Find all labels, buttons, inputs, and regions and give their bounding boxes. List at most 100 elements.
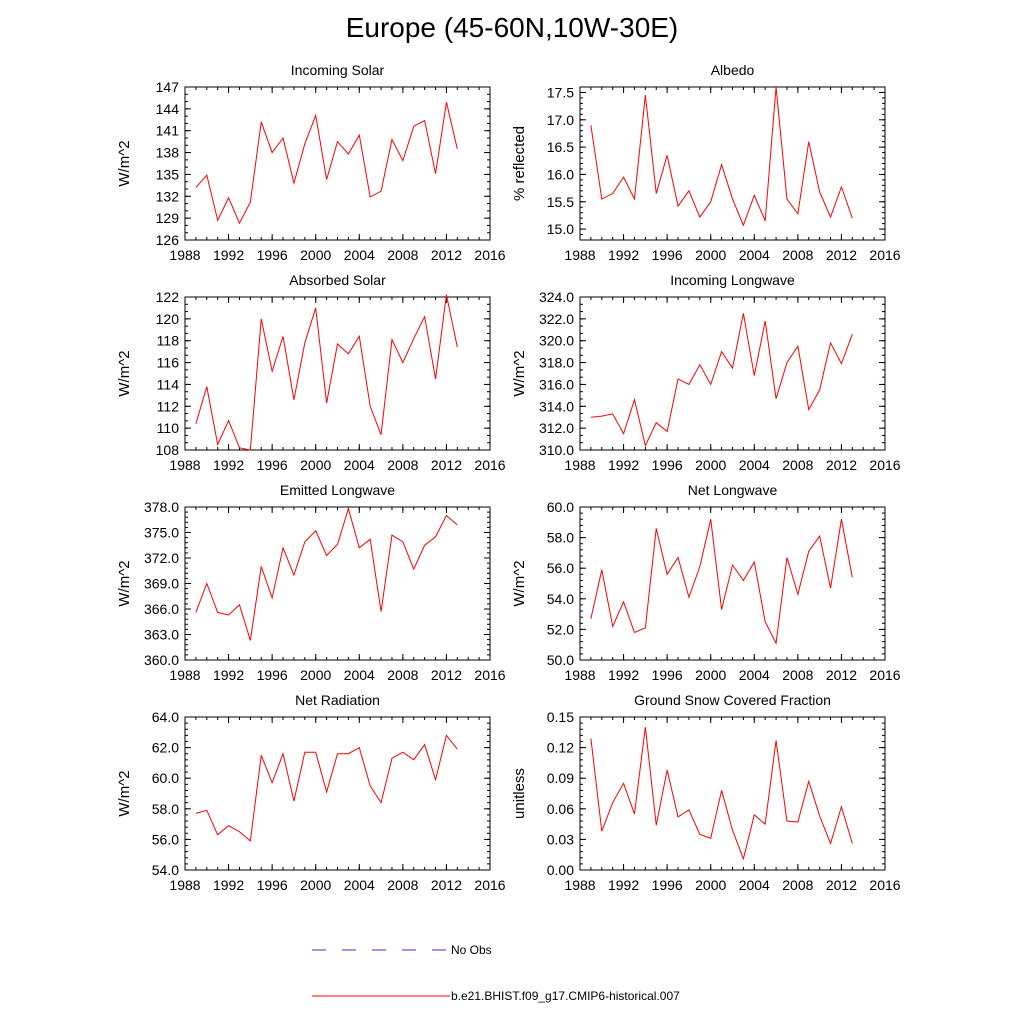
net-radiation-x-tick-label: 1996 bbox=[257, 877, 288, 893]
net-radiation-x-tick-label: 2012 bbox=[431, 877, 462, 893]
net-longwave-y-tick-label: 60.0 bbox=[547, 499, 574, 515]
albedo-y-tick-label: 16.5 bbox=[547, 139, 574, 155]
incoming-solar-x-tick-label: 2008 bbox=[387, 247, 418, 263]
albedo-title: Albedo bbox=[711, 62, 755, 78]
absorbed-solar-x-tick-label: 1996 bbox=[257, 457, 288, 473]
absorbed-solar-y-tick-label: 116 bbox=[157, 355, 180, 371]
net-longwave-y-tick-label: 58.0 bbox=[547, 530, 574, 546]
incoming-solar-y-tick-label: 132 bbox=[156, 188, 180, 204]
incoming-solar-y-tick-label: 147 bbox=[156, 79, 180, 95]
ground-snow-covered-fraction-x-tick-label: 2004 bbox=[739, 877, 770, 893]
net-radiation-y-tick-label: 64.0 bbox=[152, 709, 179, 725]
ground-snow-covered-fraction-title: Ground Snow Covered Fraction bbox=[634, 692, 831, 708]
net-radiation-x-tick-label: 1988 bbox=[169, 877, 200, 893]
emitted-longwave-x-tick-label: 2004 bbox=[344, 667, 375, 683]
emitted-longwave-y-axis-label: W/m^2 bbox=[116, 560, 133, 606]
emitted-longwave-y-tick-label: 363.0 bbox=[144, 627, 179, 643]
emitted-longwave-x-tick-label: 1992 bbox=[213, 667, 244, 683]
absorbed-solar-x-tick-label: 1988 bbox=[169, 457, 200, 473]
incoming-longwave-x-tick-label: 2012 bbox=[826, 457, 857, 473]
incoming-longwave-x-tick-label: 2004 bbox=[739, 457, 770, 473]
absorbed-solar-y-tick-label: 122 bbox=[156, 289, 180, 305]
incoming-longwave-series-line bbox=[590, 313, 853, 448]
ground-snow-covered-fraction-x-tick-label: 1996 bbox=[652, 877, 683, 893]
absorbed-solar-y-tick-label: 114 bbox=[157, 376, 180, 392]
ground-snow-covered-fraction-x-tick-label: 2016 bbox=[869, 877, 900, 893]
net-longwave-x-tick-label: 2000 bbox=[695, 667, 726, 683]
albedo-y-axis-label: % reflected bbox=[511, 126, 528, 201]
incoming-solar-series-line bbox=[195, 102, 458, 225]
ground-snow-covered-fraction-y-axis-label: unitless bbox=[511, 768, 528, 819]
net-longwave-x-tick-label: 2012 bbox=[826, 667, 857, 683]
emitted-longwave-y-tick-label: 366.0 bbox=[144, 601, 179, 617]
incoming-longwave-y-tick-label: 314.0 bbox=[539, 398, 574, 414]
incoming-solar-y-tick-label: 144 bbox=[156, 101, 180, 117]
net-radiation-y-tick-label: 60.0 bbox=[152, 770, 179, 786]
emitted-longwave-title: Emitted Longwave bbox=[280, 482, 395, 498]
net-longwave-y-tick-label: 54.0 bbox=[547, 591, 574, 607]
incoming-solar-y-tick-label: 138 bbox=[156, 145, 180, 161]
absorbed-solar-x-tick-label: 2000 bbox=[300, 457, 331, 473]
emitted-longwave-x-tick-label: 2000 bbox=[300, 667, 331, 683]
emitted-longwave-series-line bbox=[195, 506, 458, 641]
albedo-x-tick-label: 2008 bbox=[782, 247, 813, 263]
albedo-x-tick-label: 2016 bbox=[869, 247, 900, 263]
incoming-solar-y-tick-label: 129 bbox=[156, 210, 180, 226]
net-longwave-y-tick-label: 50.0 bbox=[547, 652, 574, 668]
ground-snow-covered-fraction-x-tick-label: 1988 bbox=[564, 877, 595, 893]
emitted-longwave-y-tick-label: 378.0 bbox=[144, 499, 179, 515]
incoming-longwave-y-axis-label: W/m^2 bbox=[511, 350, 528, 396]
ground-snow-covered-fraction-frame bbox=[579, 716, 886, 871]
ground-snow-covered-fraction-x-tick-label: 2008 bbox=[782, 877, 813, 893]
net-longwave-title: Net Longwave bbox=[688, 482, 778, 498]
incoming-solar-x-tick-label: 1988 bbox=[169, 247, 200, 263]
net-radiation-y-tick-label: 56.0 bbox=[152, 831, 179, 847]
panel-absorbed-solar: Absorbed Solar W/m^2 1988 1992 1996 2000 2004 2… bbox=[116, 272, 506, 473]
incoming-longwave-y-tick-label: 310.0 bbox=[539, 442, 574, 458]
panel-incoming-longwave: Incoming Longwave W/m^2 1988 1992 1996 2000 20… bbox=[511, 272, 901, 473]
net-longwave-x-tick-label: 2008 bbox=[782, 667, 813, 683]
net-longwave-series-line bbox=[590, 519, 853, 645]
albedo-y-tick-label: 15.5 bbox=[547, 194, 574, 210]
net-longwave-x-tick-label: 2004 bbox=[739, 667, 770, 683]
albedo-series-line bbox=[590, 86, 853, 227]
albedo-y-tick-label: 17.0 bbox=[547, 112, 574, 128]
absorbed-solar-series-line bbox=[195, 294, 458, 451]
albedo-y-tick-label: 16.0 bbox=[547, 166, 574, 182]
panel-emitted-longwave: Emitted Longwave W/m^2 1988 1992 1996 2000 200… bbox=[116, 482, 506, 683]
incoming-solar-title: Incoming Solar bbox=[291, 62, 385, 78]
ground-snow-covered-fraction-y-tick-label: 0.12 bbox=[547, 740, 574, 756]
incoming-solar-x-tick-label: 2004 bbox=[344, 247, 375, 263]
absorbed-solar-x-tick-label: 1992 bbox=[213, 457, 244, 473]
incoming-solar-frame bbox=[184, 86, 491, 241]
incoming-longwave-y-tick-label: 322.0 bbox=[539, 311, 574, 327]
incoming-longwave-x-tick-label: 1992 bbox=[608, 457, 639, 473]
absorbed-solar-x-tick-label: 2016 bbox=[474, 457, 505, 473]
incoming-solar-y-tick-label: 141 bbox=[156, 123, 180, 139]
absorbed-solar-x-tick-label: 2012 bbox=[431, 457, 462, 473]
emitted-longwave-x-tick-label: 1996 bbox=[257, 667, 288, 683]
incoming-solar-x-tick-label: 2012 bbox=[431, 247, 462, 263]
incoming-longwave-y-tick-label: 324.0 bbox=[539, 289, 574, 305]
albedo-x-tick-label: 2004 bbox=[739, 247, 770, 263]
ground-snow-covered-fraction-y-tick-label: 0.03 bbox=[547, 831, 574, 847]
absorbed-solar-y-tick-label: 112 bbox=[157, 398, 180, 414]
incoming-solar-x-tick-label: 2016 bbox=[474, 247, 505, 263]
emitted-longwave-y-tick-label: 369.0 bbox=[144, 576, 179, 592]
incoming-solar-x-tick-label: 1996 bbox=[257, 247, 288, 263]
absorbed-solar-y-axis-label: W/m^2 bbox=[116, 350, 133, 396]
ground-snow-covered-fraction-y-tick-label: 0.09 bbox=[547, 770, 574, 786]
legend-label-2: b.e21.BHIST.f09_g17.CMIP6-historical.007 bbox=[451, 989, 680, 1003]
albedo-x-tick-label: 1992 bbox=[608, 247, 639, 263]
albedo-y-tick-label: 15.0 bbox=[547, 221, 574, 237]
legend-label-1: No Obs bbox=[451, 943, 492, 957]
incoming-longwave-x-tick-label: 2016 bbox=[869, 457, 900, 473]
emitted-longwave-frame bbox=[184, 506, 491, 661]
net-radiation-x-tick-label: 2008 bbox=[387, 877, 418, 893]
net-longwave-x-tick-label: 2016 bbox=[869, 667, 900, 683]
absorbed-solar-x-tick-label: 2008 bbox=[387, 457, 418, 473]
net-longwave-y-axis-label: W/m^2 bbox=[511, 560, 528, 606]
legend: No Obs b.e21.BHIST.f09_g17.CMIP6-historic… bbox=[312, 943, 680, 1003]
incoming-solar-x-tick-label: 2000 bbox=[300, 247, 331, 263]
